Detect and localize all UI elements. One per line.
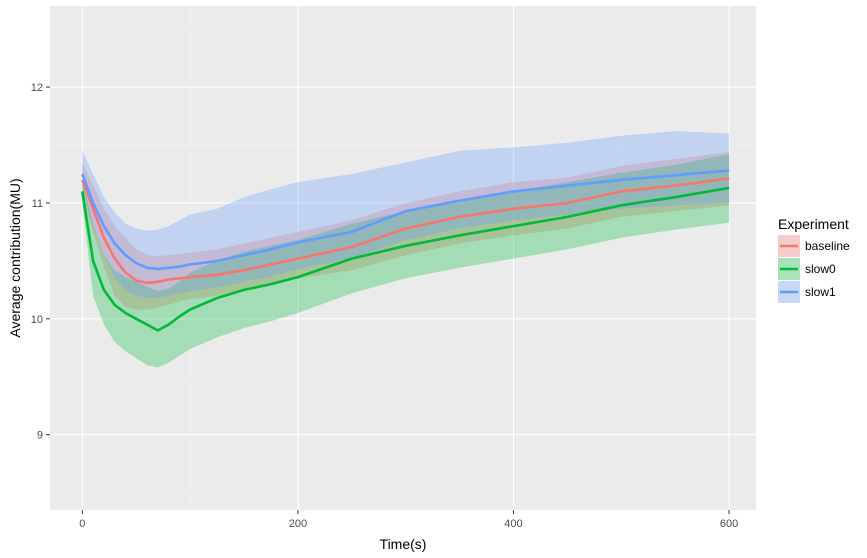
series-line-slow0: [81, 186, 730, 332]
x-axis-title: Time(s): [380, 536, 427, 552]
series-line-baseline: [81, 177, 730, 285]
x-tick-label: 200: [289, 518, 307, 530]
legend-title: Experiment: [778, 216, 849, 232]
legend-label-baseline: baseline: [805, 239, 850, 253]
axes: 0 200 400 600 9 10 11 12: [31, 82, 738, 530]
y-tick-label: 11: [32, 198, 43, 210]
x-tick-label: 0: [79, 518, 85, 530]
x-tick-label: 400: [504, 518, 522, 530]
series-line-slow1: [81, 169, 730, 271]
ribbon-slow0: [82, 154, 730, 368]
plot-area: [50, 6, 756, 510]
x-tick-label: 600: [720, 518, 738, 530]
y-tick-label: 9: [37, 430, 43, 442]
panel-background: [50, 6, 756, 510]
legend-label-slow0: slow0: [805, 262, 836, 276]
y-tick-label: 10: [31, 314, 43, 326]
legend: Experiment baseline slow0 slow1: [778, 216, 850, 303]
y-tick-label: 12: [31, 82, 43, 94]
legend-label-slow1: slow1: [805, 285, 836, 299]
y-axis-title: Average contribution(MU): [7, 178, 23, 337]
